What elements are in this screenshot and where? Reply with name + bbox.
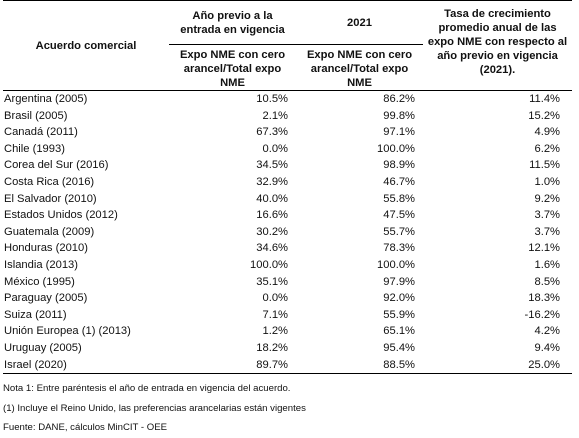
table-row: Corea del Sur (2016) 34.5% 98.9% 11.5% (3, 157, 572, 174)
header-anio-previo: Año previo a la entrada en vigencia (169, 0, 296, 45)
cell-tasa: 25.0% (423, 356, 572, 375)
cell-previo: 100.0% (250, 258, 288, 271)
cell-acuerdo: Suiza (2011) (4, 308, 67, 321)
cell-2021: 55.7% (383, 225, 415, 238)
cell-acuerdo: Chile (1993) (4, 142, 65, 155)
cell-tasa: 9.4% (534, 341, 561, 354)
cell-acuerdo: Estados Unidos (2012) (4, 209, 118, 222)
table-row: Paraguay (2005) 0.0% 92.0% 18.3% (3, 290, 572, 307)
cell-previo: 35.1% (256, 275, 288, 288)
cell-acuerdo: Costa Rica (2016) (4, 175, 95, 188)
cell-previo: 10.5% (256, 93, 288, 105)
cell-previo: 18.2% (256, 341, 288, 354)
table-header: Acuerdo comercial Año previo a la entrad… (3, 0, 572, 91)
note-1: Nota 1: Entre paréntesis el año de entra… (3, 383, 291, 394)
cell-2021: 46.7% (383, 175, 415, 188)
table-row: Chile (1993) 0.0% 100.0% 6.2% (3, 141, 572, 158)
document: Acuerdo comercial Año previo a la entrad… (3, 0, 572, 433)
cell-previo: 34.5% (256, 159, 288, 172)
cell-tasa: -16.2% (524, 308, 560, 321)
cell-2021: 97.9% (383, 275, 415, 288)
cell-acuerdo: El Salvador (2010) (4, 192, 97, 205)
cell-acuerdo: Corea del Sur (2016) (4, 159, 109, 172)
header-previo-ratio: Expo NME con cero arancel/Total expo NME (169, 44, 296, 91)
cell-tasa: 11.5% (529, 159, 560, 172)
cell-tasa: 11.4% (529, 93, 560, 105)
cell-2021: 55.8% (383, 192, 415, 205)
cell-tasa: 8.5% (534, 275, 561, 288)
cell-acuerdo: México (1995) (4, 275, 75, 288)
cell-2021: 86.2% (383, 93, 415, 105)
table-row: Honduras (2010) 34.6% 78.3% 12.1% (3, 240, 572, 257)
cell-previo: 30.2% (256, 225, 288, 238)
cell-acuerdo: Brasil (2005) (4, 109, 68, 122)
cell-2021: 100.0% (377, 142, 415, 155)
header-2021: 2021 (296, 0, 423, 45)
cell-acuerdo: Unión Europea (1) (2013) (4, 325, 131, 338)
cell-acuerdo: Canadá (2011) (4, 126, 78, 139)
cell-2021: 97.1% (383, 126, 415, 139)
cell-previo: 2.1% (262, 109, 289, 122)
header-2021-ratio: Expo NME con cero arancel/Total expo NME (296, 44, 423, 91)
cell-previo: 0.0% (262, 142, 289, 155)
note-2: (1) Incluye el Reino Unido, las preferen… (3, 402, 306, 414)
table-row: Guatemala (2009) 30.2% 55.7% 3.7% (3, 224, 572, 241)
cell-tasa: 12.1% (528, 242, 560, 255)
table-row: Brasil (2005) 2.1% 99.8% 15.2% (3, 108, 572, 125)
cell-previo: 89.7% (169, 356, 296, 375)
cell-tasa: 1.0% (534, 175, 561, 188)
cell-tasa: 4.9% (534, 126, 561, 139)
table-row: Unión Europea (1) (2013) 1.2% 65.1% 4.2% (3, 323, 572, 340)
cell-2021: 55.9% (383, 308, 415, 321)
cell-tasa: 6.2% (534, 142, 561, 155)
cell-2021: 78.3% (383, 242, 415, 255)
cell-2021: 98.9% (383, 159, 415, 172)
table-row: El Salvador (2010) 40.0% 55.8% 9.2% (3, 191, 572, 208)
cell-acuerdo: Israel (2020) (3, 356, 169, 375)
table-row: Israel (2020) 89.7% 88.5% 25.0% (3, 356, 572, 375)
cell-acuerdo: Guatemala (2009) (4, 225, 95, 238)
cell-previo: 34.6% (256, 242, 288, 255)
cell-previo: 40.0% (256, 192, 288, 205)
cell-acuerdo: Islandia (2013) (4, 258, 79, 271)
cell-acuerdo: Paraguay (2005) (4, 292, 88, 305)
notes: Nota 1: Entre paréntesis el año de entra… (3, 379, 306, 438)
source-note: Fuente: DANE, cálculos MinCIT - OEE (3, 422, 168, 433)
cell-tasa: 3.7% (534, 225, 561, 238)
header-acuerdo: Acuerdo comercial (3, 0, 169, 91)
cell-previo: 0.0% (262, 292, 289, 305)
cell-2021: 92.0% (383, 292, 415, 305)
cell-acuerdo: Uruguay (2005) (4, 341, 82, 354)
cell-previo: 1.2% (262, 325, 289, 338)
cell-2021: 95.4% (383, 341, 415, 354)
header-tasa-crecimiento: Tasa de crecimiento promedio anual de la… (423, 0, 572, 91)
table-row: Suiza (2011) 7.1% 55.9% -16.2% (3, 307, 572, 324)
cell-acuerdo: Argentina (2005) (4, 93, 88, 105)
cell-2021: 47.5% (383, 209, 415, 222)
table-body: Argentina (2005) 10.5% 86.2% 11.4% Brasil (2… (3, 91, 572, 375)
cell-tasa: 18.3% (528, 292, 560, 305)
cell-previo: 7.1% (262, 308, 289, 321)
cell-2021: 100.0% (377, 258, 415, 271)
cell-2021: 99.8% (383, 109, 415, 122)
table-row: México (1995) 35.1% 97.9% 8.5% (3, 274, 572, 291)
table-row: Costa Rica (2016) 32.9% 46.7% 1.0% (3, 174, 572, 191)
cell-tasa: 9.2% (534, 192, 561, 205)
cell-acuerdo: Honduras (2010) (4, 242, 88, 255)
cell-2021: 88.5% (296, 356, 423, 375)
table-row: Estados Unidos (2012) 16.6% 47.5% 3.7% (3, 207, 572, 224)
table-row: Argentina (2005) 10.5% 86.2% 11.4% (3, 91, 572, 108)
table-row: Uruguay (2005) 18.2% 95.4% 9.4% (3, 340, 572, 357)
cell-previo: 67.3% (256, 126, 288, 139)
cell-tasa: 1.6% (534, 258, 561, 271)
table-row: Islandia (2013) 100.0% 100.0% 1.6% (3, 257, 572, 274)
table-row: Canadá (2011) 67.3% 97.1% 4.9% (3, 124, 572, 141)
cell-2021: 65.1% (383, 325, 415, 338)
trade-agreements-table: Acuerdo comercial Año previo a la entrad… (3, 0, 572, 375)
cell-tasa: 3.7% (534, 209, 561, 222)
cell-tasa: 4.2% (534, 325, 561, 338)
cell-previo: 32.9% (256, 175, 288, 188)
cell-previo: 16.6% (256, 209, 288, 222)
cell-tasa: 15.2% (528, 109, 560, 122)
